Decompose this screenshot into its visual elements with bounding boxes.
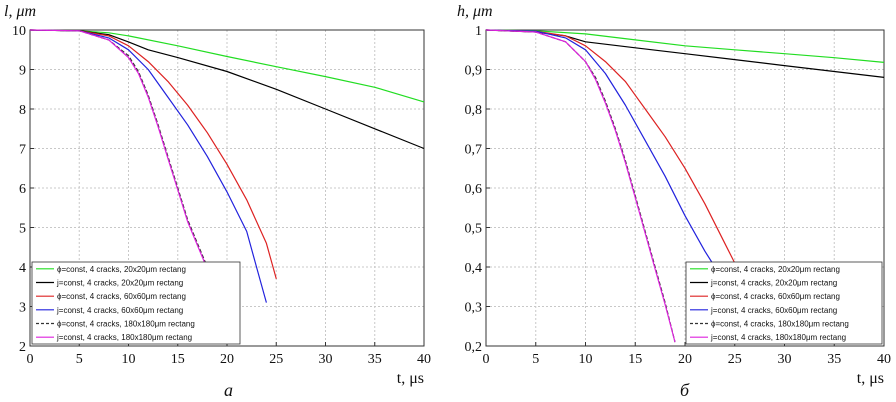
chart-1-ytick-label-7: 9 (19, 64, 26, 79)
chart-2-legend-box (685, 261, 883, 345)
chart-1-series-2-line (29, 29, 425, 150)
chart-1-ytick-label-5: 7 (19, 143, 26, 158)
chart-2-series-5-line (485, 29, 676, 343)
chart-1-xtick-label-0: 0 (27, 352, 34, 367)
chart-1-xlabel: t, μs (397, 370, 424, 387)
chart-2-xtick-label-2: 10 (579, 352, 593, 367)
chart-2-ytick-label-8: 1 (475, 24, 482, 39)
chart-2-series-3-line (485, 29, 736, 264)
chart-2-ylabel: h, μm (457, 3, 493, 20)
chart-1-xtick-label-8: 40 (417, 352, 431, 367)
chart-1-legend-label-1: ϕ=const, 4 cracks, 20x20μm rectang (57, 265, 186, 274)
chart-2-legend-label-2: j=const, 4 cracks, 20x20μm rectang (710, 279, 837, 288)
chart-2-xtick-label-5: 25 (728, 352, 742, 367)
chart-1-legend: ϕ=const, 4 cracks, 20x20μm rectang j=cons… (31, 261, 241, 345)
chart-1-ytick-label-6: 8 (19, 103, 26, 118)
chart-1-ytick-label-1: 3 (19, 301, 26, 316)
chart-1-ylabel: l, μm (4, 3, 36, 20)
chart-2-ytick-label-1: 0,3 (465, 301, 483, 316)
chart-2-series-4-line (485, 29, 716, 268)
chart-2-xtick-label-7: 35 (827, 352, 841, 367)
chart-1-panel-label: a (224, 380, 233, 400)
chart-1-xtick-label-7: 35 (368, 352, 382, 367)
chart-1-ytick-label-0: 2 (19, 340, 26, 355)
chart-1: 0 5 10 15 20 25 30 35 40 2 3 4 5 6 7 8 9 10 ϕ=const, 4 cra… (4, 3, 431, 400)
chart-2-ytick-label-0: 0,2 (465, 340, 483, 355)
chart-2-xtick-label-6: 30 (778, 352, 792, 367)
chart-1-xtick-label-3: 15 (171, 352, 185, 367)
chart-1-legend-label-5: ϕ=const, 4 cracks, 180x180μm rectang (57, 320, 195, 329)
chart-2-legend-label-6: j=const, 4 cracks, 180x180μm rectang (710, 333, 846, 342)
chart-2-ytick-label-2: 0,4 (465, 261, 483, 276)
chart-2-legend-label-4: j=const, 4 cracks, 60x60μm rectang (710, 306, 837, 315)
chart-2-ytick-label-3: 0,5 (465, 222, 483, 237)
chart-1-xtick-label-6: 30 (319, 352, 333, 367)
chart-1-ytick-label-2: 4 (19, 261, 26, 276)
chart-2-ytick-label-4: 0,6 (465, 182, 483, 197)
chart-2-legend: ϕ=const, 4 cracks, 20x20μm rectang j=cons… (685, 261, 883, 345)
chart-2-ytick-label-7: 0,9 (465, 64, 483, 79)
chart-2: 0 5 10 15 20 25 30 35 40 0,2 0,3 0,4 0,5 0,6 0,7 0,8 0,9… (457, 3, 891, 400)
chart-1-series-4-line (29, 29, 267, 303)
chart-2-xtick-label-3: 15 (628, 352, 642, 367)
chart-2-xtick-label-0: 0 (483, 352, 490, 367)
chart-2-ytick-label-5: 0,7 (465, 143, 483, 158)
chart-1-xtick-label-1: 5 (76, 352, 83, 367)
chart-1-legend-label-6: j=const, 4 cracks, 180x180μm rectang (56, 333, 192, 342)
chart-1-xtick-label-5: 25 (269, 352, 283, 367)
chart-1-series-6-line (29, 29, 208, 270)
chart-2-ytick-label-6: 0,8 (465, 103, 483, 118)
chart-1-xtick-label-4: 20 (220, 352, 234, 367)
chart-1-legend-box (31, 261, 241, 345)
chart-2-xtick-label-8: 40 (877, 352, 891, 367)
chart-2-legend-label-1: ϕ=const, 4 cracks, 20x20μm rectang (711, 265, 840, 274)
chart-1-series-1-line (29, 29, 425, 103)
chart-2-xtick-label-1: 5 (532, 352, 539, 367)
chart-1-ytick-label-3: 5 (19, 222, 26, 237)
chart-2-xtick-label-4: 20 (678, 352, 692, 367)
chart-1-legend-label-3: ϕ=const, 4 cracks, 60x60μm rectang (57, 292, 186, 301)
chart-2-legend-label-3: ϕ=const, 4 cracks, 60x60μm rectang (711, 292, 840, 301)
chart-1-xtick-label-2: 10 (122, 352, 136, 367)
chart-2-series-6-line (485, 29, 676, 343)
chart-1-series-3-line (29, 29, 277, 280)
chart-2-legend-label-5: ϕ=const, 4 cracks, 180x180μm rectang (711, 320, 849, 329)
chart-2-panel-label: б (680, 380, 690, 400)
chart-1-legend-label-2: j=const, 4 cracks, 20x20μm rectang (56, 279, 183, 288)
chart-1-ytick-label-4: 6 (19, 182, 26, 197)
chart-2-series-1-line (485, 29, 885, 63)
chart-1-legend-label-4: j=const, 4 cracks, 60x60μm rectang (56, 306, 183, 315)
chart-1-ytick-label-8: 10 (12, 24, 26, 39)
chart-2-xlabel: t, μs (857, 370, 884, 387)
